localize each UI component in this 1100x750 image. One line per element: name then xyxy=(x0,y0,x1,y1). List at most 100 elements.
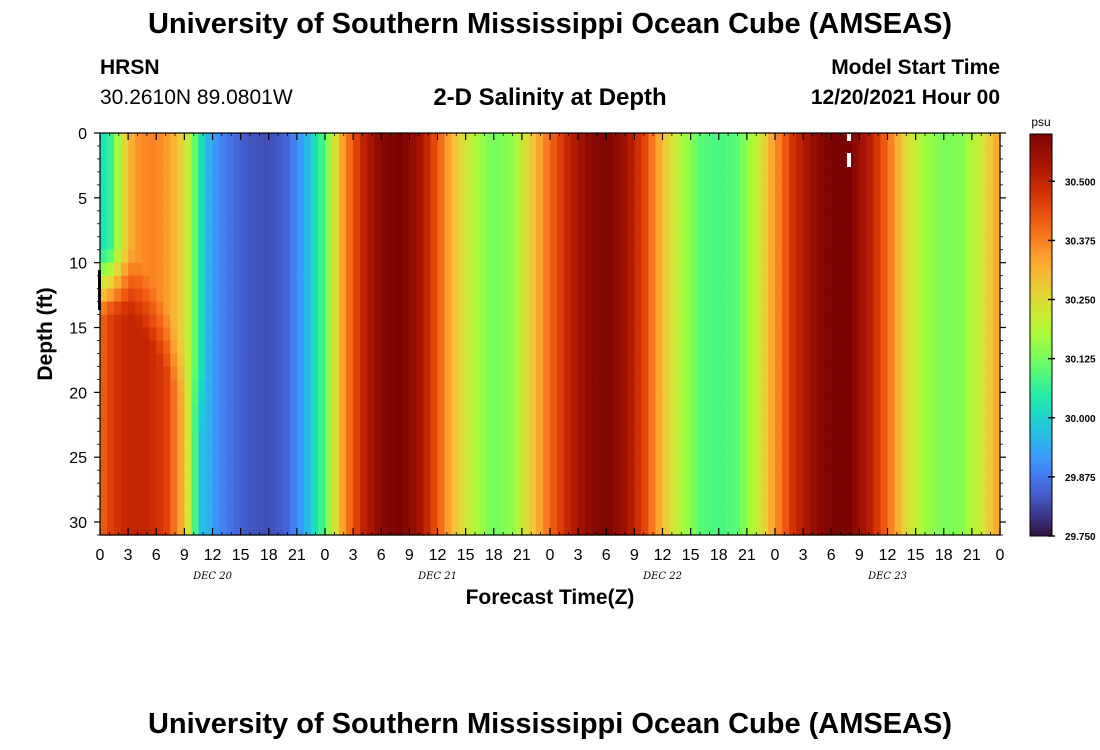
heatmap-cell xyxy=(950,522,959,536)
heatmap-cell xyxy=(100,444,108,458)
heatmap-cell xyxy=(992,158,1001,173)
heatmap-cell xyxy=(732,262,741,277)
heatmap-cell xyxy=(880,327,889,342)
heatmap-cell xyxy=(662,158,671,173)
heatmap-cell xyxy=(796,366,804,380)
heatmap-cell xyxy=(163,392,171,406)
heatmap-cell xyxy=(852,496,860,510)
heatmap-cell xyxy=(240,158,249,173)
heatmap-cell xyxy=(782,483,790,497)
heatmap-cell xyxy=(275,158,284,173)
heatmap-cell xyxy=(310,184,319,199)
heatmap-cell xyxy=(275,418,284,432)
heatmap-cell xyxy=(254,379,263,393)
heatmap-cell xyxy=(303,509,312,523)
heatmap-cell xyxy=(929,327,938,342)
heatmap-cell xyxy=(964,262,973,277)
heatmap-cell xyxy=(142,275,150,290)
heatmap-cell xyxy=(528,327,537,342)
heatmap-cell xyxy=(613,184,621,199)
heatmap-cell xyxy=(142,340,150,355)
heatmap-cell xyxy=(873,249,882,264)
heatmap-cell xyxy=(557,418,565,432)
heatmap-cell xyxy=(212,184,221,199)
heatmap-cell xyxy=(156,197,164,212)
heatmap-cell xyxy=(978,249,987,264)
heatmap-cell xyxy=(388,457,396,471)
heatmap-cell xyxy=(592,158,600,173)
heatmap-cell xyxy=(240,340,249,355)
heatmap-cell xyxy=(240,171,249,186)
heatmap-cell xyxy=(978,275,987,290)
heatmap-cell xyxy=(535,275,544,290)
heatmap-cell xyxy=(690,288,699,303)
heatmap-cell xyxy=(901,496,910,510)
heatmap-cell xyxy=(156,262,164,277)
heatmap-cell xyxy=(100,457,108,471)
heatmap-cell xyxy=(535,457,544,471)
heatmap-cell xyxy=(676,522,685,536)
heatmap-cell xyxy=(507,262,516,277)
heatmap-cell xyxy=(395,379,403,393)
heatmap-cell xyxy=(550,223,558,238)
heatmap-cell xyxy=(107,223,115,238)
heatmap-cell xyxy=(873,158,882,173)
heatmap-cell xyxy=(493,184,502,199)
heatmap-cell xyxy=(831,249,839,264)
heatmap-cell xyxy=(571,379,579,393)
heatmap-cell xyxy=(620,522,628,536)
heatmap-cell xyxy=(367,288,375,303)
heatmap-cell xyxy=(894,457,903,471)
heatmap-cell xyxy=(367,262,375,277)
heatmap-cell xyxy=(240,392,249,406)
heatmap-cell xyxy=(465,444,474,458)
heatmap-cell xyxy=(521,275,530,290)
heatmap-cell xyxy=(296,483,305,497)
heatmap-cell xyxy=(845,184,853,199)
heatmap-cell xyxy=(929,509,938,523)
heatmap-cell xyxy=(205,158,214,173)
heatmap-cell xyxy=(929,288,938,303)
heatmap-cell xyxy=(395,184,403,199)
heatmap-cell xyxy=(458,457,467,471)
heatmap-cell xyxy=(831,301,839,316)
heatmap-cell xyxy=(859,431,868,445)
heatmap-cell xyxy=(282,444,291,458)
heatmap-cell xyxy=(697,444,706,458)
heatmap-cell xyxy=(767,379,776,393)
heatmap-cell xyxy=(121,249,129,264)
heatmap-cell xyxy=(212,145,221,160)
heatmap-cell xyxy=(317,405,326,419)
heatmap-cell xyxy=(943,457,952,471)
heatmap-cell xyxy=(395,405,403,419)
heatmap-cell xyxy=(550,275,558,290)
heatmap-cell xyxy=(289,457,298,471)
y-tick-label: 5 xyxy=(78,191,87,208)
heatmap-cell xyxy=(184,236,193,251)
heatmap-cell xyxy=(950,405,959,419)
heatmap-cell xyxy=(121,288,129,303)
heatmap-cell xyxy=(950,171,959,186)
heatmap-cell xyxy=(873,301,882,316)
heatmap-cell xyxy=(810,249,818,264)
heatmap-cell xyxy=(444,184,453,199)
heatmap-cell xyxy=(163,184,171,199)
heatmap-cell xyxy=(402,145,410,160)
heatmap-cell xyxy=(156,483,164,497)
heatmap-cell xyxy=(732,392,741,406)
heatmap-cell xyxy=(613,470,621,484)
heatmap-cell xyxy=(261,327,270,342)
heatmap-cell xyxy=(458,171,467,186)
heatmap-cell xyxy=(964,184,973,199)
heatmap-cell xyxy=(472,236,481,251)
heatmap-cell xyxy=(416,133,425,147)
heatmap-cell xyxy=(346,184,354,199)
heatmap-cell xyxy=(542,522,551,536)
heatmap-cell xyxy=(303,483,312,497)
heatmap-cell xyxy=(542,405,551,419)
heatmap-cell xyxy=(325,379,333,393)
heatmap-cell xyxy=(486,158,495,173)
heatmap-cell xyxy=(346,379,354,393)
heatmap-cell xyxy=(212,366,221,380)
heatmap-cell xyxy=(599,379,607,393)
